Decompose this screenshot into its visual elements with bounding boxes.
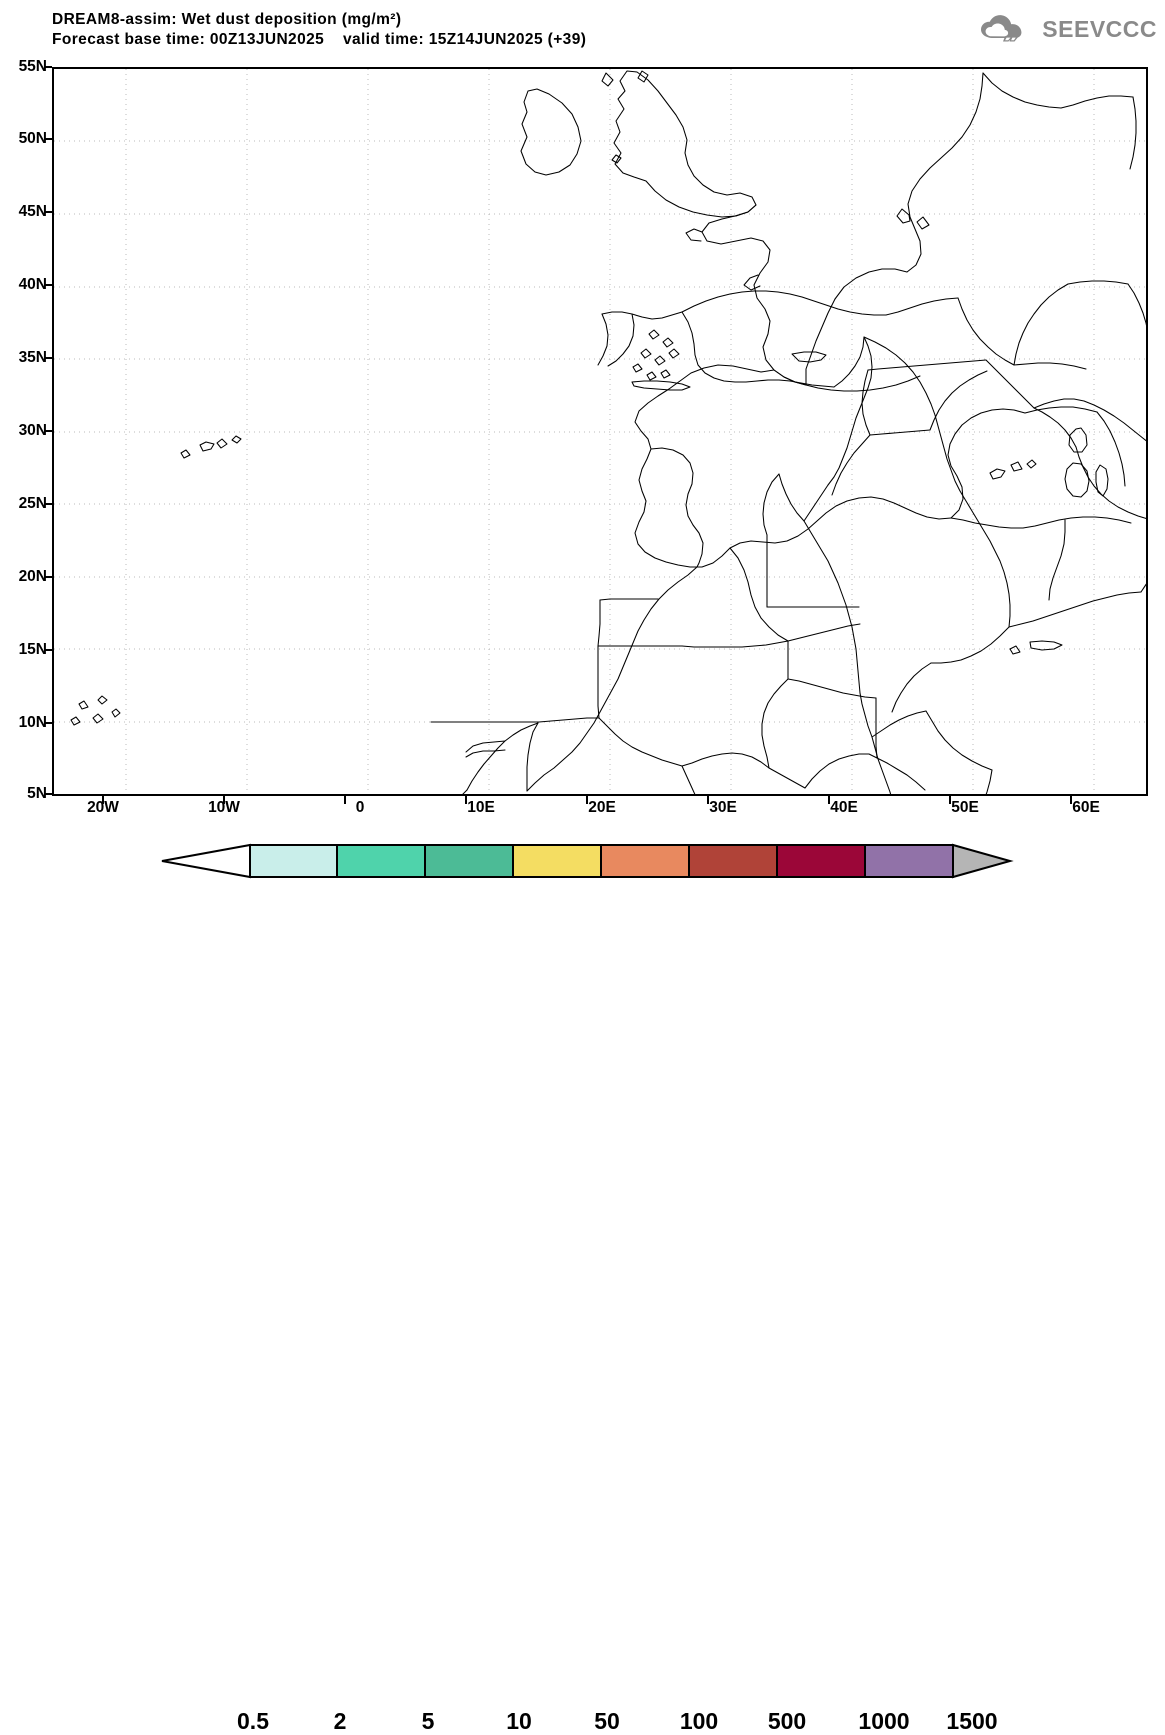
graticule-gridlines (54, 69, 1146, 794)
x-tick-mark (102, 796, 104, 804)
y-tick-label-25n: 25N (18, 495, 47, 512)
title-line-2: Forecast base time: 00Z13JUN2025 valid t… (52, 31, 587, 48)
x-tick-mark (344, 796, 346, 804)
colorbar-swatch-6[interactable] (776, 844, 866, 878)
x-tick-label-10w: 10W (208, 799, 240, 816)
y-tick-mark (44, 284, 52, 286)
cloud-arrow-icon (981, 15, 1022, 42)
colorbar-swatch-5[interactable] (688, 844, 778, 878)
coastlines-middle-east (597, 280, 1146, 794)
y-tick-label-5n: 5N (27, 785, 47, 802)
colorbar-swatch-0[interactable] (249, 844, 338, 878)
x-tick-mark (949, 796, 951, 804)
y-tick-label-15n: 15N (18, 641, 47, 658)
y-tick-label-35n: 35N (18, 349, 47, 366)
x-tick-mark (828, 796, 830, 804)
colorbar-label-2: 5 (421, 1708, 435, 1734)
x-tick-label-30e: 30E (709, 799, 737, 816)
y-tick-label-40n: 40N (18, 276, 47, 293)
x-tick-mark (223, 796, 225, 804)
y-tick-label-45n: 45N (18, 203, 47, 220)
y-tick-mark (44, 211, 52, 213)
y-tick-label-50n: 50N (18, 130, 47, 147)
logo-text: SEEVCCC (1042, 15, 1157, 42)
title-block: DREAM8-assim: Wet dust deposition (mg/m²… (52, 10, 586, 50)
colorbar-over-arrow[interactable] (952, 843, 1014, 879)
x-tick-mark (586, 796, 588, 804)
x-tick-label-10e: 10E (467, 799, 495, 816)
colorbar-swatch-3[interactable] (512, 844, 602, 878)
colorbar-label-4: 50 (594, 1708, 620, 1734)
colorbar-label-0: 0.5 (237, 1708, 269, 1734)
colorbar-swatch-4[interactable] (600, 844, 690, 878)
y-tick-mark (44, 722, 52, 724)
colorbar-label-7: 1000 (858, 1708, 910, 1734)
x-tick-mark (707, 796, 709, 804)
colorbar-swatch-7[interactable] (864, 844, 954, 878)
colorbar-label-3: 10 (506, 1708, 532, 1734)
seevccc-logo: SEEVCCC (980, 14, 1157, 44)
y-tick-mark (44, 430, 52, 432)
y-tick-label-20n: 20N (18, 568, 47, 585)
colorbar[interactable]: 0.5 2 5 10 50 100 500 1000 1500 (0, 840, 1165, 1734)
y-tick-mark (44, 66, 52, 68)
title-line-1: DREAM8-assim: Wet dust deposition (mg/m²… (52, 11, 402, 28)
y-tick-mark (44, 503, 52, 505)
x-tick-label-40e: 40E (830, 799, 858, 816)
colorbar-label-8: 1500 (946, 1708, 998, 1734)
colorbar-label-5: 100 (679, 1708, 719, 1734)
y-tick-mark (44, 138, 52, 140)
y-tick-label-55n: 55N (18, 58, 47, 75)
colorbar-label-6: 500 (767, 1708, 807, 1734)
coastlines-and-borders (70, 70, 1132, 794)
y-tick-mark (44, 357, 52, 359)
x-tick-label-60e: 60E (1072, 799, 1100, 816)
colorbar-under-arrow[interactable] (161, 843, 251, 879)
y-tick-label-10n: 10N (18, 714, 47, 731)
colorbar-swatches[interactable] (0, 840, 1165, 882)
x-tick-label-0: 0 (355, 799, 365, 816)
colorbar-swatch-1[interactable] (336, 844, 426, 878)
coastlines-east-borders (982, 72, 1137, 487)
y-tick-mark (44, 649, 52, 651)
colorbar-label-1: 2 (333, 1708, 347, 1734)
x-tick-mark (1070, 796, 1072, 804)
y-tick-mark (44, 576, 52, 578)
colorbar-swatch-2[interactable] (424, 844, 514, 878)
x-tick-label-20e: 20E (588, 799, 616, 816)
x-tick-label-50e: 50E (951, 799, 979, 816)
y-tick-mark (44, 793, 52, 795)
map-plot-area[interactable] (52, 67, 1148, 796)
x-tick-mark (465, 796, 467, 804)
map-svg (54, 69, 1146, 794)
x-tick-label-20w: 20W (87, 799, 119, 816)
y-tick-label-30n: 30N (18, 422, 47, 439)
